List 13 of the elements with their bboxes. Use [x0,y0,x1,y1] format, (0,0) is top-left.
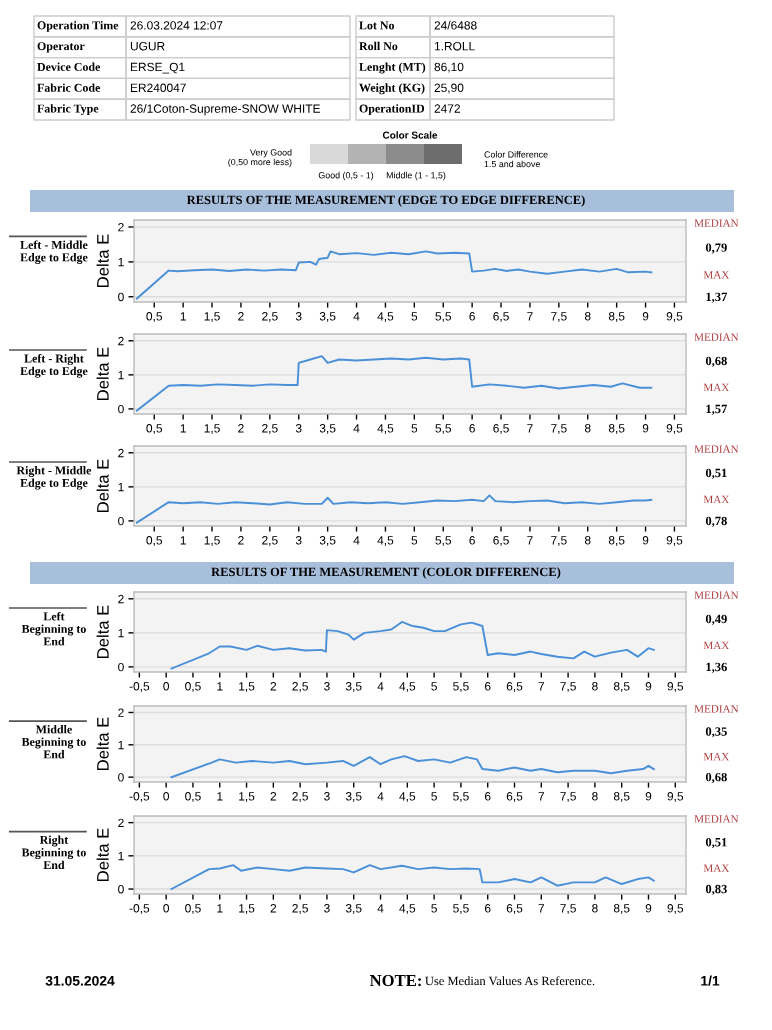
y-axis-title: Delta E [96,459,109,512]
y-axis-title: Delta E [96,717,109,770]
line-series [170,864,655,890]
line-series [135,494,653,524]
y-axis-title: Delta E [96,605,109,658]
y-axis-title: Delta E [96,828,109,881]
text: NOTE: [369,974,421,987]
y-axis-title: Delta E [96,347,109,400]
line-series [170,620,655,670]
line-series [135,250,653,300]
y-axis-title: Delta E [96,234,109,287]
line-series [135,355,653,412]
line-series [170,755,655,779]
